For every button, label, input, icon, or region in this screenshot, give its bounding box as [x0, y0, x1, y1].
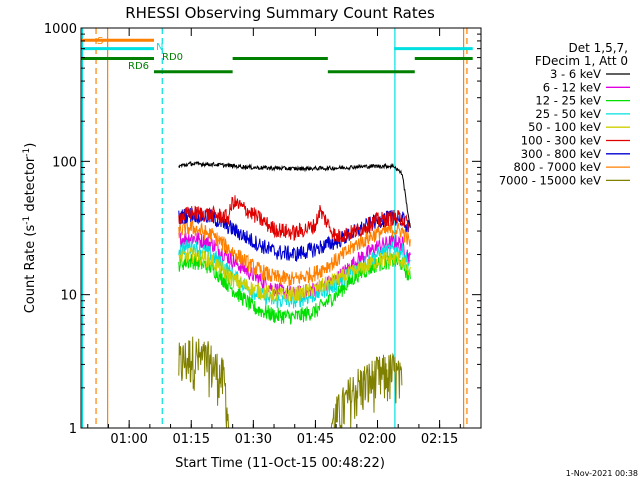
segment-label-s: S — [97, 36, 103, 47]
series-line-5 — [178, 195, 411, 244]
y-axis-label: Count Rate (s-1 detector-1) — [22, 143, 38, 314]
y-tick-label: 10 — [60, 289, 77, 304]
x-tick-label: 01:15 — [173, 432, 210, 447]
y-axis-ticks: 1 10 100 1000 — [44, 22, 481, 437]
y-axis-label-sup1: -1 — [22, 216, 32, 225]
legend-label: 800 - 7000 keV — [513, 160, 601, 174]
legend-header-detectors: Det 1,5,7, — [569, 41, 629, 55]
x-tick-label: 02:00 — [359, 432, 396, 447]
legend-label: 6 - 12 keV — [543, 80, 601, 94]
x-tick-label: 01:30 — [235, 432, 272, 447]
series-line-4 — [178, 246, 411, 303]
chart-title: RHESSI Observing Summary Count Rates — [125, 4, 435, 22]
series-line-8 — [178, 336, 403, 429]
y-tick-label: 100 — [52, 155, 77, 170]
series-line-0 — [178, 160, 411, 228]
series-line-2 — [178, 253, 411, 325]
y-axis-label-mid: detector — [23, 156, 38, 216]
legend-label: 300 - 800 keV — [521, 147, 601, 161]
series-line-7 — [178, 218, 411, 287]
x-axis-label: Start Time (11-Oct-15 00:48:22) — [175, 456, 385, 471]
legend-label: 100 - 300 keV — [521, 134, 601, 148]
segment-label-rd6: RD6 — [128, 61, 149, 72]
x-tick-label: 02:15 — [421, 432, 458, 447]
x-axis-ticks: 01:00 01:15 01:30 01:45 02:00 02:15 — [87, 28, 482, 447]
legend-header-fdecim: FDecim 1, Att 0 — [535, 54, 628, 68]
legend-label: 50 - 100 keV — [528, 120, 601, 134]
y-tick-label: 1000 — [44, 22, 77, 37]
legend-label: 25 - 50 keV — [535, 107, 601, 121]
segment-label-n: N — [156, 42, 163, 53]
y-axis-label-main: Count Rate (s — [23, 225, 38, 314]
legend-label: 12 - 25 keV — [535, 94, 601, 108]
legend-label: 7000 - 15000 keV — [499, 173, 601, 187]
legend-label: 3 - 6 keV — [550, 67, 601, 81]
y-axis-label-end: ) — [23, 143, 38, 148]
x-tick-label: 01:00 — [110, 432, 147, 447]
y-axis-label-sup2: -1 — [22, 148, 32, 157]
footer-date: 1-Nov-2021 00:38 — [566, 469, 638, 478]
y-tick-label: 1 — [69, 422, 77, 437]
segment-label-rd0: RD0 — [162, 52, 183, 63]
plot-frame — [80, 27, 482, 429]
x-tick-label: 01:45 — [297, 432, 334, 447]
